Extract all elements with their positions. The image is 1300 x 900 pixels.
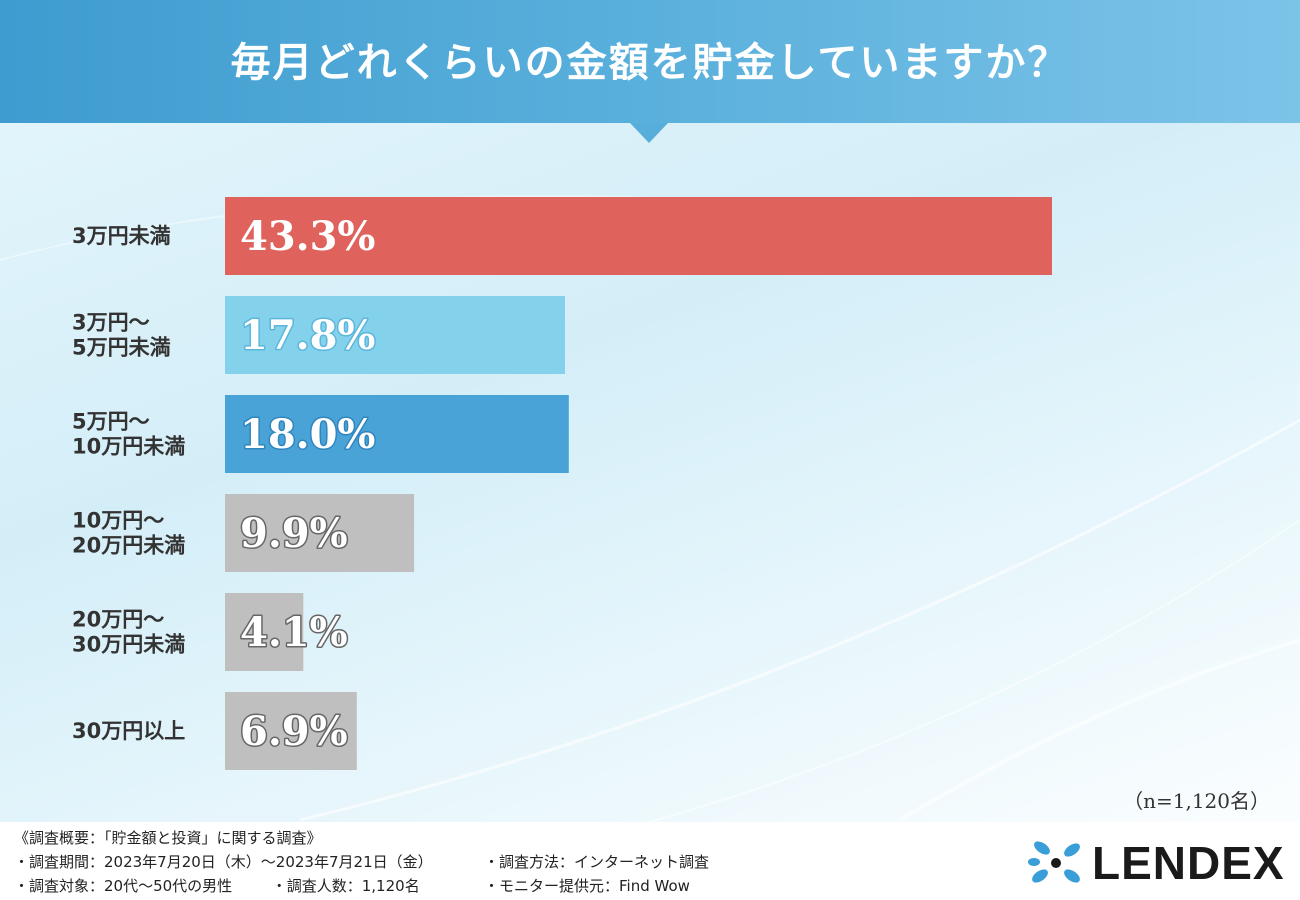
value-label-3: 18.0% xyxy=(240,411,375,458)
survey-period: ・調査期間：2023年7月20日（木）〜2023年7月21日（金） xyxy=(14,853,433,871)
category-label-3: 5万円〜 10万円未満 xyxy=(72,410,185,459)
bar-1 xyxy=(225,197,1052,275)
lendex-logo: LENDEX xyxy=(1028,836,1285,890)
value-label-5: 4.1% xyxy=(240,609,348,656)
bar-2 xyxy=(225,296,565,374)
footer: 《調査概要：「貯金額と投資」に関する調査》 ・調査期間：2023年7月20日（木… xyxy=(0,822,1300,900)
bar-5 xyxy=(225,593,304,671)
bar-3 xyxy=(225,395,569,473)
logo-text: LENDEX xyxy=(1092,837,1285,889)
leaf-cluster-icon xyxy=(1028,841,1080,883)
banner-pointer xyxy=(630,123,668,143)
category-label-6: 30万円以上 xyxy=(72,719,185,743)
survey-target: ・調査対象：20代〜50代の男性 xyxy=(14,877,233,895)
title-banner: 毎月どれくらいの金額を貯金していますか？ xyxy=(0,0,1300,123)
category-label-2: 3万円〜 5万円未満 xyxy=(72,311,171,360)
sample-size-note: （n=1,120名） xyxy=(1123,789,1270,813)
survey-target-and-count: ・調査対象：20代〜50代の男性 ・調査人数：1,120名 xyxy=(14,874,484,898)
value-label-4: 9.9% xyxy=(240,510,348,557)
survey-method: ・調査方法：インターネット調査 xyxy=(484,853,710,871)
survey-count: ・調査人数：1,120名 xyxy=(271,877,420,895)
bar-6 xyxy=(225,692,357,770)
chart-title: 毎月どれくらいの金額を貯金していますか？ xyxy=(230,39,1070,86)
bar-4 xyxy=(225,494,415,572)
bar-chart: 3万円未満 43.3% 3万円〜 5万円未満 17.8% 5万円〜 10万円未満 18.0% 1… xyxy=(72,197,1052,770)
survey-overview: 《調査概要：「貯金額と投資」に関する調査》 ・調査期間：2023年7月20日（木… xyxy=(14,826,709,898)
survey-provider: ・モニター提供元：Find Wow xyxy=(484,877,690,895)
value-label-1: 43.3% xyxy=(240,213,375,260)
category-label-5: 20万円〜 30万円未満 xyxy=(72,608,185,657)
category-label-4: 10万円〜 20万円未満 xyxy=(72,509,185,558)
survey-heading: 《調査概要：「貯金額と投資」に関する調査》 xyxy=(14,829,322,847)
value-label-6: 6.9% xyxy=(240,708,348,755)
category-label-1: 3万円未満 xyxy=(72,224,171,248)
value-label-2: 17.8% xyxy=(240,312,375,359)
